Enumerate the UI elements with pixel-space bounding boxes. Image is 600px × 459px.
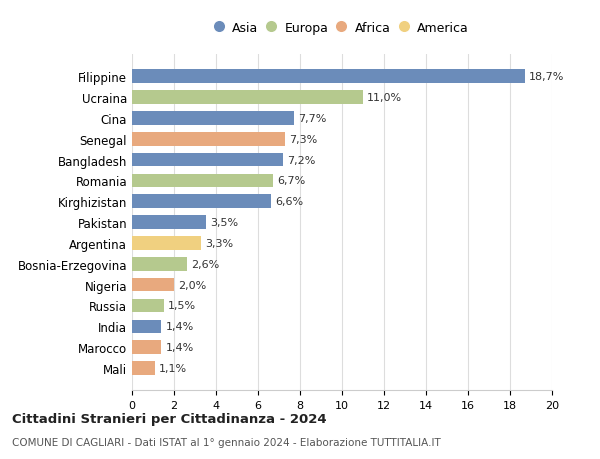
- Text: 1,4%: 1,4%: [166, 342, 194, 353]
- Text: 1,1%: 1,1%: [160, 363, 187, 373]
- Text: 2,6%: 2,6%: [191, 259, 219, 269]
- Text: 7,7%: 7,7%: [298, 114, 326, 123]
- Bar: [132, 278, 174, 292]
- Text: Cittadini Stranieri per Cittadinanza - 2024: Cittadini Stranieri per Cittadinanza - 2…: [12, 412, 326, 425]
- Text: 11,0%: 11,0%: [367, 93, 403, 103]
- Bar: [132, 153, 283, 167]
- Bar: [132, 133, 286, 146]
- Text: 3,3%: 3,3%: [205, 238, 233, 248]
- Text: COMUNE DI CAGLIARI - Dati ISTAT al 1° gennaio 2024 - Elaborazione TUTTITALIA.IT: COMUNE DI CAGLIARI - Dati ISTAT al 1° ge…: [12, 437, 441, 447]
- Text: 6,7%: 6,7%: [277, 176, 305, 186]
- Bar: [132, 112, 294, 125]
- Text: 6,6%: 6,6%: [275, 197, 303, 207]
- Bar: [132, 320, 161, 333]
- Text: 2,0%: 2,0%: [178, 280, 206, 290]
- Bar: [132, 195, 271, 208]
- Legend: Asia, Europa, Africa, America: Asia, Europa, Africa, America: [212, 18, 472, 38]
- Bar: [132, 257, 187, 271]
- Bar: [132, 216, 205, 230]
- Text: 1,4%: 1,4%: [166, 322, 194, 331]
- Bar: [132, 70, 525, 84]
- Bar: [132, 174, 273, 188]
- Bar: [132, 91, 363, 105]
- Text: 7,2%: 7,2%: [287, 155, 316, 165]
- Bar: [132, 361, 155, 375]
- Text: 18,7%: 18,7%: [529, 72, 564, 82]
- Text: 3,5%: 3,5%: [210, 218, 238, 228]
- Text: 1,5%: 1,5%: [168, 301, 196, 311]
- Bar: [132, 237, 202, 250]
- Bar: [132, 341, 161, 354]
- Text: 7,3%: 7,3%: [290, 134, 318, 145]
- Bar: [132, 299, 163, 313]
